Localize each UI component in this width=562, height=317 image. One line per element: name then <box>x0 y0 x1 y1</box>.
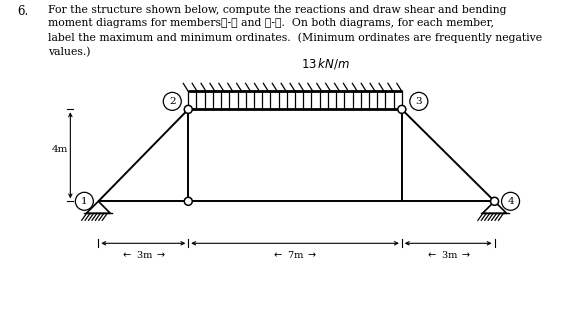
Circle shape <box>491 197 498 205</box>
Text: 1: 1 <box>81 197 88 206</box>
Text: $\leftarrow$ 3m $\rightarrow$: $\leftarrow$ 3m $\rightarrow$ <box>425 249 471 260</box>
Text: 6.: 6. <box>17 5 28 18</box>
Circle shape <box>501 192 519 210</box>
Circle shape <box>75 192 93 210</box>
Text: 2: 2 <box>169 97 175 106</box>
Circle shape <box>184 105 192 113</box>
Circle shape <box>398 105 406 113</box>
Text: $13\,kN/m$: $13\,kN/m$ <box>301 56 350 71</box>
Circle shape <box>410 92 428 110</box>
Circle shape <box>164 92 182 110</box>
Circle shape <box>184 197 192 205</box>
Text: 4m: 4m <box>52 145 69 154</box>
Text: $\leftarrow$ 7m $\rightarrow$: $\leftarrow$ 7m $\rightarrow$ <box>273 249 318 260</box>
Text: $\leftarrow$ 3m $\rightarrow$: $\leftarrow$ 3m $\rightarrow$ <box>121 249 166 260</box>
Text: 4: 4 <box>507 197 514 206</box>
Text: For the structure shown below, compute the reactions and draw shear and bending
: For the structure shown below, compute t… <box>48 5 542 57</box>
Text: 3: 3 <box>415 97 422 106</box>
